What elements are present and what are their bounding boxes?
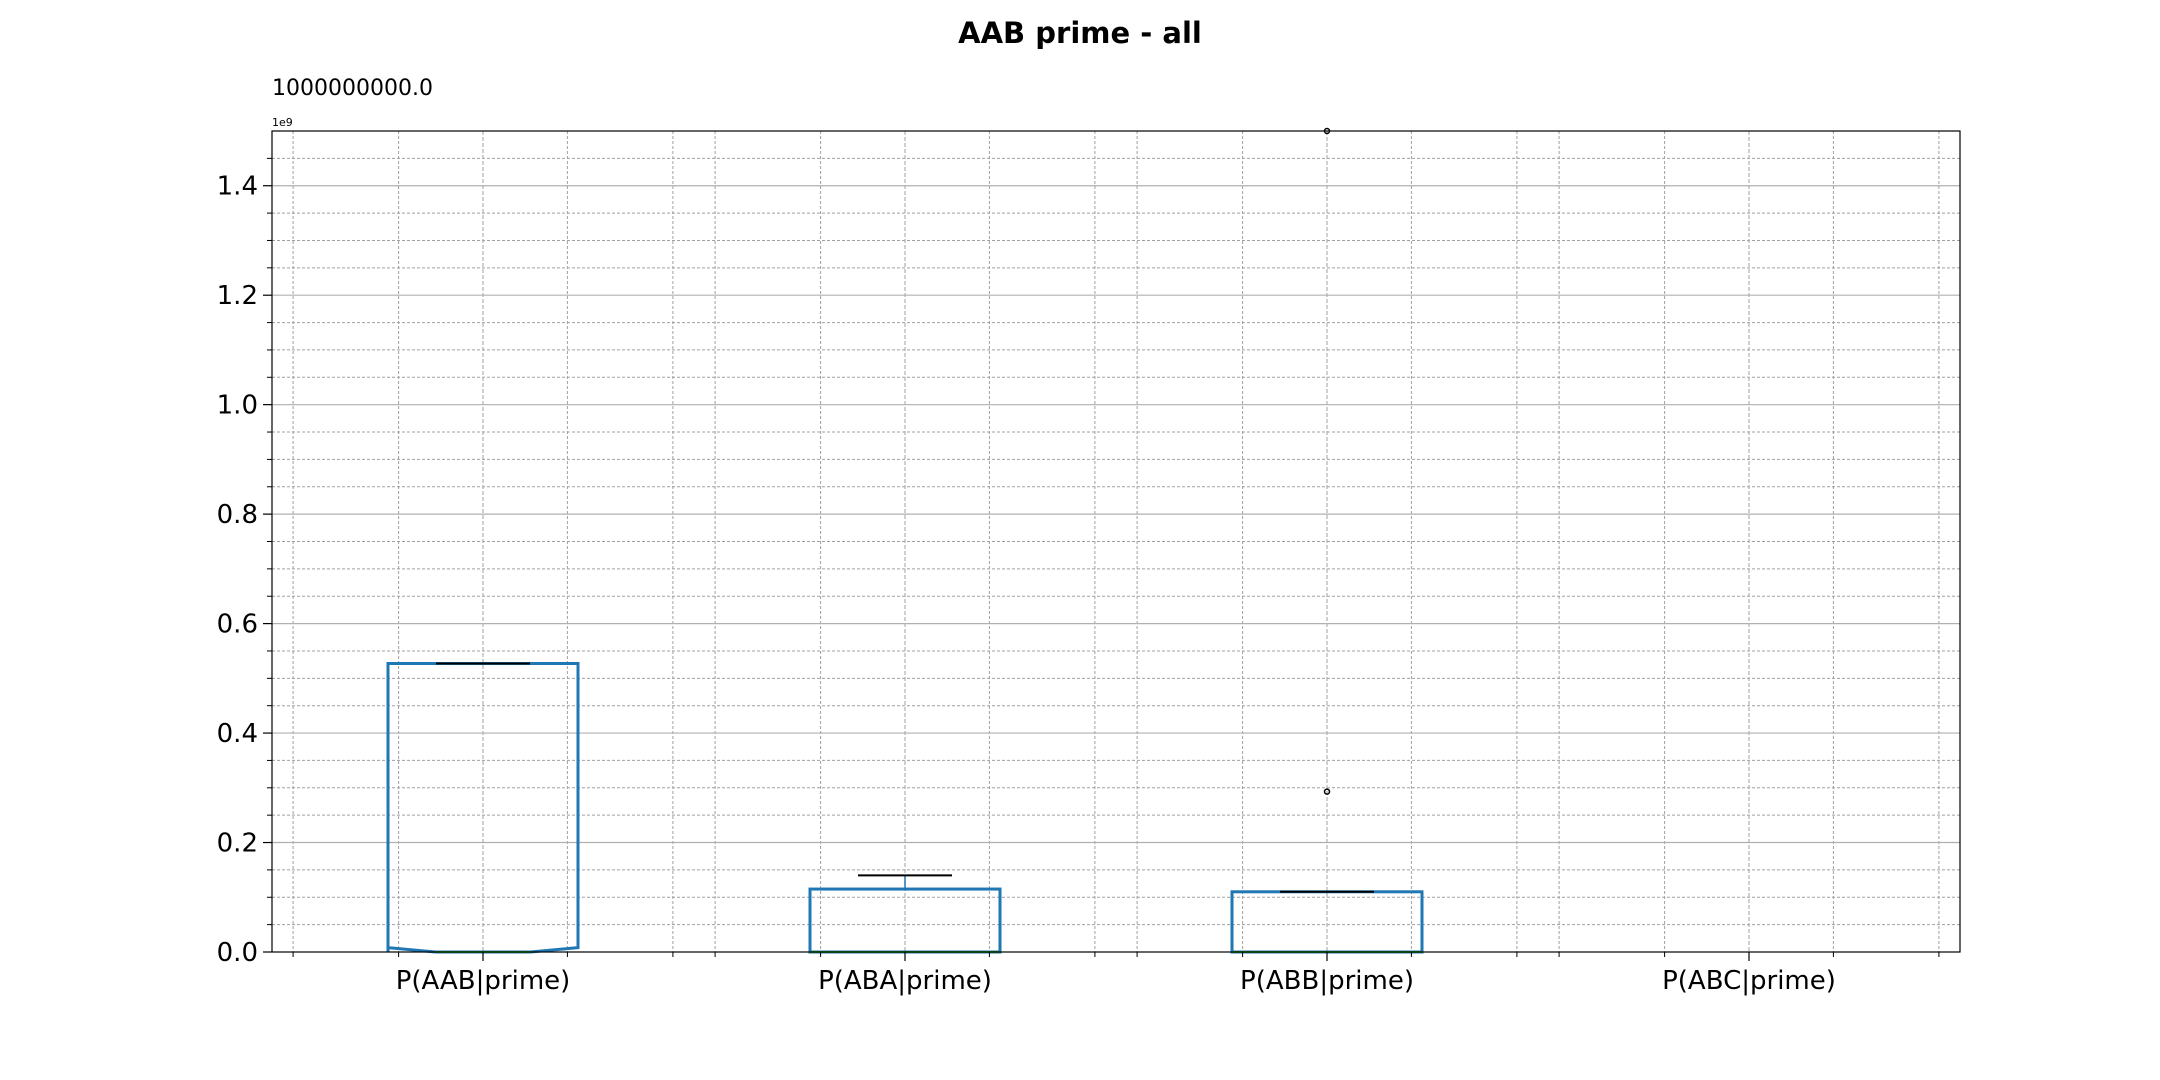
y-offset-label: 1e9 [272, 116, 293, 129]
minor-grid [272, 131, 1960, 952]
y-tick-label: 0.8 [217, 500, 258, 530]
y-axis: 0.0 0.2 0.4 0.6 0.8 1.0 1.2 1.4 [217, 157, 272, 968]
x-tick-label: P(AAB|prime) [396, 966, 571, 996]
x-tick-label: P(ABA|prime) [818, 966, 992, 996]
y-tick-label: 0.0 [217, 938, 258, 968]
x-tick-label: P(ABB|prime) [1240, 966, 1414, 996]
y-tick-label: 0.6 [217, 610, 258, 640]
outlier-point [1323, 788, 1331, 795]
y-tick-label: 1.0 [217, 391, 258, 421]
top-annotation: 1000000000.0 [272, 76, 433, 101]
x-axis: P(AAB|prime) P(ABA|prime) P(ABB|prime) P(AB… [292, 952, 1940, 996]
major-grid [272, 131, 1960, 952]
y-tick-label: 0.4 [217, 719, 258, 749]
chart-title: AAB prime - all [958, 16, 1202, 50]
x-tick-label: P(ABC|prime) [1662, 966, 1836, 996]
y-tick-label: 1.4 [217, 172, 258, 202]
box-body [386, 662, 580, 954]
axes-frame [271, 130, 1961, 953]
y-tick-label: 0.2 [217, 829, 258, 859]
y-tick-label: 1.2 [217, 281, 258, 311]
